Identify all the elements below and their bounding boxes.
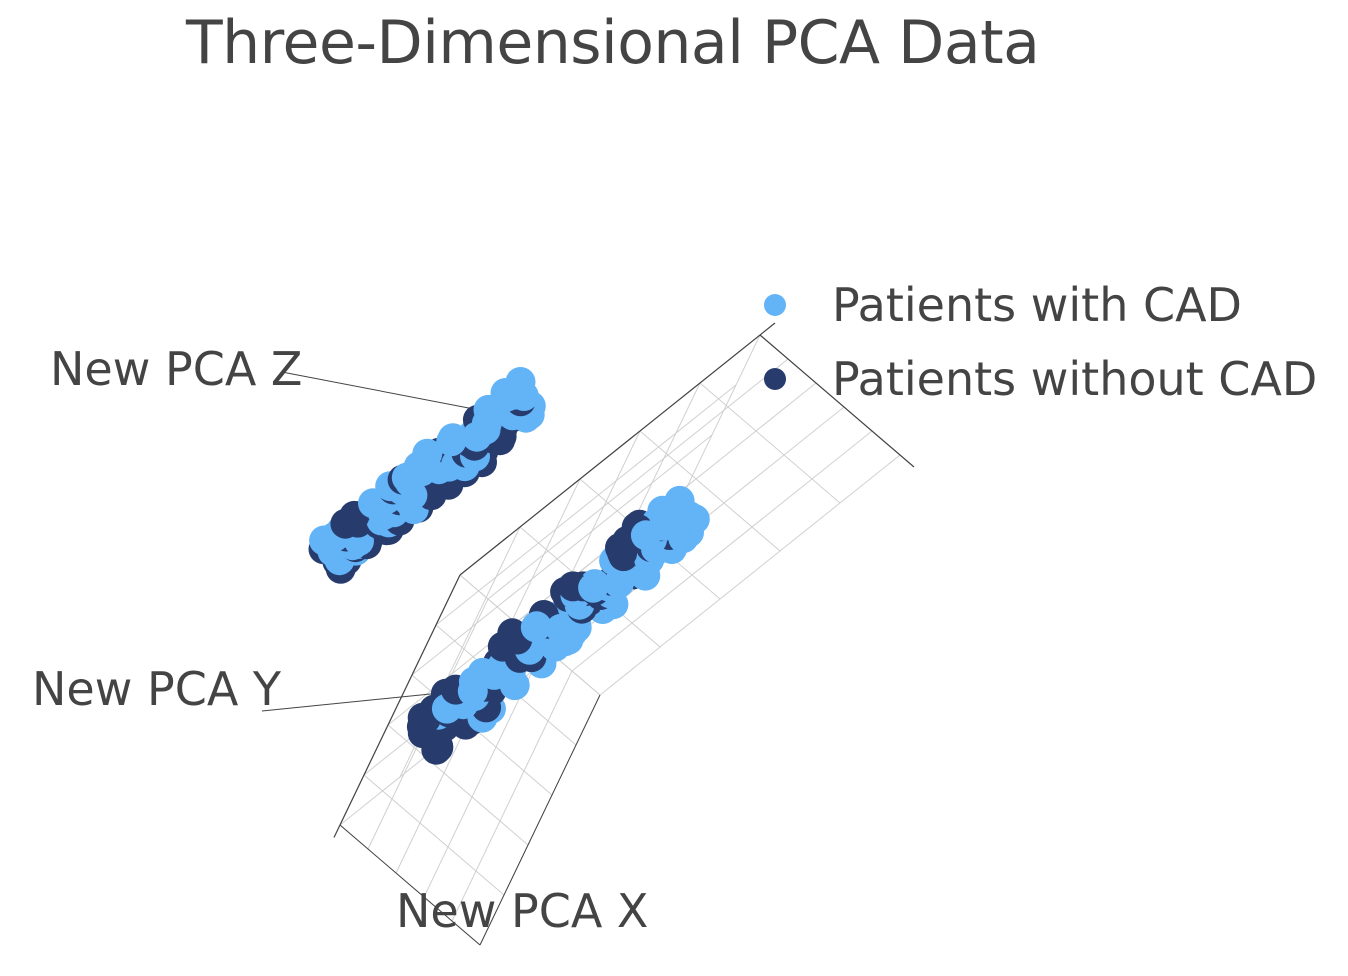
grid-line xyxy=(411,434,713,676)
grid-line xyxy=(435,384,737,626)
z-axis-line xyxy=(759,334,915,468)
legend-item-with-cad[interactable]: Patients with CAD xyxy=(756,268,1317,342)
grid-line xyxy=(571,430,873,672)
frame-line xyxy=(339,824,481,946)
point-with-cad xyxy=(664,485,695,516)
grid-line xyxy=(699,382,841,504)
legend-label-with-cad: Patients with CAD xyxy=(832,278,1242,332)
grid-line xyxy=(599,454,901,696)
z-axis-leader xyxy=(281,371,506,416)
point-with-cad xyxy=(412,438,443,469)
grid-line xyxy=(487,358,789,600)
legend: Patients with CAD Patients without CAD xyxy=(756,268,1317,416)
legend-marker-without-cad xyxy=(764,368,786,390)
legend-label-without-cad: Patients without CAD xyxy=(832,352,1318,406)
x-axis-label: New PCA X xyxy=(396,884,649,938)
grid-line xyxy=(639,430,781,552)
y-axis-label: New PCA Y xyxy=(32,662,282,716)
point-with-cad xyxy=(521,611,552,642)
x-axis-line xyxy=(333,574,461,838)
legend-item-without-cad[interactable]: Patients without CAD xyxy=(756,342,1317,416)
point-with-cad xyxy=(505,367,536,397)
chart-title: Three-Dimensional PCA Data xyxy=(186,8,1040,78)
grid-line xyxy=(363,774,505,896)
grid-line xyxy=(387,724,529,846)
point-with-cad xyxy=(630,520,661,551)
frame-line xyxy=(479,694,601,946)
point-with-cad xyxy=(436,426,467,457)
legend-marker-with-cad xyxy=(764,294,786,316)
y-axis-line xyxy=(459,322,776,576)
point-with-cad xyxy=(578,572,609,603)
z-axis-label: New PCA Z xyxy=(50,342,303,396)
grid-line xyxy=(451,670,573,922)
